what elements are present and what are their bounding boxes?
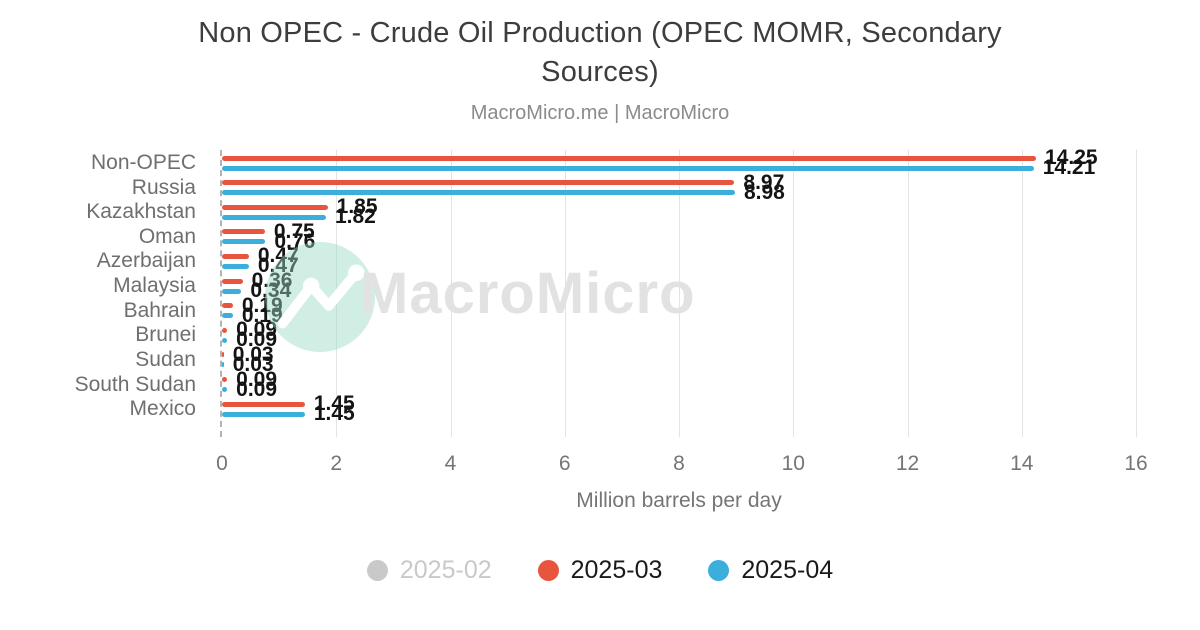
category-label: Sudan: [135, 347, 196, 371]
value-label-2025-04: 0.09: [236, 377, 278, 401]
value-label-2025-03: 0.47: [257, 244, 299, 268]
watermark-text: MacroMicro: [360, 261, 696, 326]
x-axis-tick-label: 0: [216, 452, 228, 475]
category-label: Brunei: [135, 323, 196, 347]
value-label-2025-04: 1.45: [313, 402, 355, 426]
legend-item-2025-02[interactable]: 2025-02: [366, 555, 492, 585]
x-axis-tick-label: 10: [781, 452, 805, 475]
x-axis-tick-label: 6: [558, 452, 571, 475]
legend-item-2025-03[interactable]: 2025-03: [537, 555, 663, 585]
bar-2025-04[interactable]: [222, 411, 305, 417]
bar-2025-03[interactable]: [222, 278, 243, 284]
legend-marker-icon: [537, 559, 559, 581]
bar-2025-03[interactable]: [222, 253, 249, 259]
category-label: Malaysia: [113, 274, 196, 298]
bar-2025-04[interactable]: [222, 165, 1034, 171]
gridline: [679, 150, 680, 437]
value-label-2025-04: 14.21: [1042, 156, 1096, 179]
category-label: Oman: [138, 224, 196, 248]
bar-2025-04[interactable]: [222, 214, 326, 220]
bar-2025-04[interactable]: [222, 239, 266, 245]
category-label: Russia: [131, 175, 196, 199]
bar-2025-04[interactable]: [222, 313, 233, 319]
bar-2025-03[interactable]: [222, 180, 735, 186]
value-label-2025-03: 0.19: [241, 293, 283, 317]
legend-label: 2025-02: [399, 555, 492, 584]
value-label-2025-03: 0.09: [236, 318, 278, 342]
bar-2025-04[interactable]: [222, 362, 224, 368]
value-label-2025-03: 1.45: [313, 392, 355, 416]
value-label-2025-03: 1.85: [336, 195, 378, 219]
x-axis-tick-label: 14: [1010, 452, 1034, 475]
value-label-2025-03: 14.25: [1045, 146, 1098, 169]
value-label-2025-04: 0.47: [257, 254, 299, 278]
legend-marker-icon: [366, 559, 388, 581]
gridline: [1136, 150, 1137, 437]
bar-2025-03[interactable]: [222, 352, 224, 358]
chart-subtitle: MacroMicro.me | MacroMicro: [470, 102, 730, 124]
gridline: [451, 150, 452, 437]
legend-label: 2025-03: [570, 555, 663, 584]
category-label: Bahrain: [123, 298, 196, 322]
value-label-2025-04: 1.82: [334, 205, 376, 229]
legend: 2025-02 2025-03 2025-04: [0, 548, 1200, 592]
bar-2025-03[interactable]: [222, 401, 305, 407]
legend-marker-icon: [708, 559, 730, 581]
zero-axis-line: [220, 150, 222, 437]
bar-2025-03[interactable]: [222, 155, 1037, 161]
chart-title: Non OPEC - Crude Oil Production (OPEC MO…: [198, 17, 1002, 88]
x-axis-title: Million barrels per day: [576, 489, 782, 512]
legend-item-2025-04[interactable]: 2025-04: [708, 556, 833, 585]
bar-2025-03[interactable]: [222, 303, 233, 309]
bar-2025-04[interactable]: [222, 337, 228, 343]
x-axis-tick-label: 12: [895, 452, 920, 475]
value-label-2025-04: 8.98: [743, 180, 785, 204]
x-axis-tick-label: 16: [1124, 452, 1148, 475]
bar-2025-04[interactable]: [222, 288, 242, 294]
bar-2025-04[interactable]: [222, 387, 228, 393]
bar-2025-03[interactable]: [222, 377, 228, 383]
value-label-2025-04: 0.34: [250, 279, 292, 303]
category-label: Mexico: [129, 397, 196, 421]
value-label-2025-04: 0.09: [236, 328, 278, 352]
bar-2025-03[interactable]: [222, 229, 265, 235]
bar-2025-04[interactable]: [222, 263, 249, 269]
x-axis-tick-label: 4: [444, 452, 457, 475]
x-axis-tick-label: 2: [330, 452, 343, 475]
value-label-2025-03: 0.75: [273, 219, 315, 243]
value-label-2025-03: 0.03: [232, 342, 274, 366]
value-label-2025-03: 0.09: [236, 367, 278, 391]
value-label-2025-04: 0.19: [241, 303, 283, 327]
gridline: [565, 150, 566, 437]
category-label: Non-OPEC: [90, 151, 196, 174]
gridline: [908, 150, 909, 437]
gridline: [793, 150, 794, 437]
category-label: Azerbaijan: [96, 249, 196, 273]
bar-2025-03[interactable]: [222, 327, 228, 333]
x-axis-tick-label: 8: [673, 452, 685, 475]
bar-2025-04[interactable]: [222, 190, 735, 196]
bar-2025-03[interactable]: [222, 204, 328, 210]
value-label-2025-04: 0.76: [274, 229, 316, 253]
legend-label: 2025-04: [741, 555, 834, 584]
gridline: [1022, 150, 1023, 437]
value-label-2025-04: 0.03: [232, 352, 274, 376]
value-label-2025-03: 8.97: [743, 170, 785, 194]
category-label: South Sudan: [74, 372, 196, 396]
category-label: Kazakhstan: [86, 200, 196, 224]
